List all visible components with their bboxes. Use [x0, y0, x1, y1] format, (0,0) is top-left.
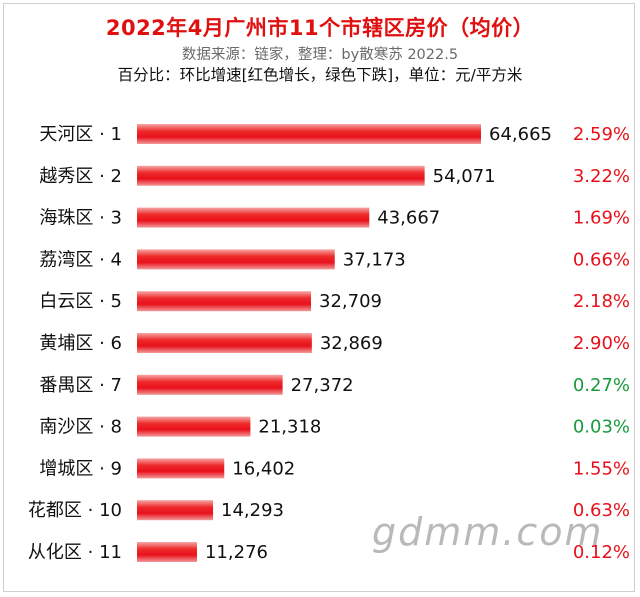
category-label: 增城区 · 9: [39, 458, 122, 479]
chart-title: 2022年4月广州市11个市辖区房价（均价）: [105, 16, 535, 40]
value-label: 37,173: [343, 249, 406, 270]
mom-change-label: 2.59%: [573, 124, 630, 145]
bar: [137, 165, 425, 186]
mom-change-label: 3.22%: [573, 166, 630, 187]
mom-change-label: 1.55%: [573, 458, 630, 479]
bar: [137, 542, 197, 562]
category-label: 花都区 · 10: [28, 500, 122, 521]
bar: [137, 333, 312, 353]
value-label: 16,402: [232, 458, 295, 479]
chart-frame: [3, 3, 635, 592]
category-label: 天河区 · 1: [39, 124, 122, 145]
value-label: 27,372: [291, 375, 354, 396]
mom-change-label: 1.69%: [573, 208, 630, 229]
category-label: 越秀区 · 2: [39, 166, 122, 187]
mom-change-label: 0.12%: [573, 542, 630, 563]
value-label: 54,071: [433, 166, 496, 187]
value-label: 11,276: [205, 542, 268, 563]
value-label: 43,667: [377, 208, 440, 229]
category-label: 番禺区 · 7: [39, 375, 122, 396]
bar: [137, 124, 481, 144]
bar: [137, 249, 335, 270]
mom-change-label: 0.27%: [573, 375, 630, 396]
watermark: gdmm.com: [372, 510, 604, 554]
category-label: 荔湾区 · 4: [39, 249, 122, 270]
bar: [137, 374, 283, 395]
bar: [137, 416, 251, 437]
chart-note: 百分比：环比增速[红色增长，绿色下跌]，单位：元/平方米: [117, 66, 523, 84]
mom-change-label: 0.03%: [573, 417, 630, 438]
value-label: 21,318: [258, 417, 321, 438]
value-label: 32,869: [320, 333, 383, 354]
category-label: 海珠区 · 3: [39, 208, 122, 229]
category-label: 黄埔区 · 6: [39, 333, 122, 354]
bar: [137, 500, 214, 521]
mom-change-label: 2.18%: [573, 291, 630, 312]
mom-change-label: 0.63%: [573, 500, 630, 521]
category-label: 从化区 · 11: [28, 542, 122, 563]
mom-change-label: 0.66%: [573, 249, 630, 270]
value-label: 64,665: [489, 124, 552, 145]
chart-subtitle: 数据来源：链家，整理：by散寒苏 2022.5: [181, 47, 459, 63]
bar: [137, 207, 370, 228]
value-label: 14,293: [221, 500, 284, 521]
bar: [137, 291, 312, 312]
category-label: 南沙区 · 8: [39, 417, 122, 438]
value-label: 32,709: [319, 291, 382, 312]
category-label: 白云区 · 5: [39, 291, 122, 312]
mom-change-label: 2.90%: [573, 333, 630, 354]
bar: [137, 458, 225, 479]
